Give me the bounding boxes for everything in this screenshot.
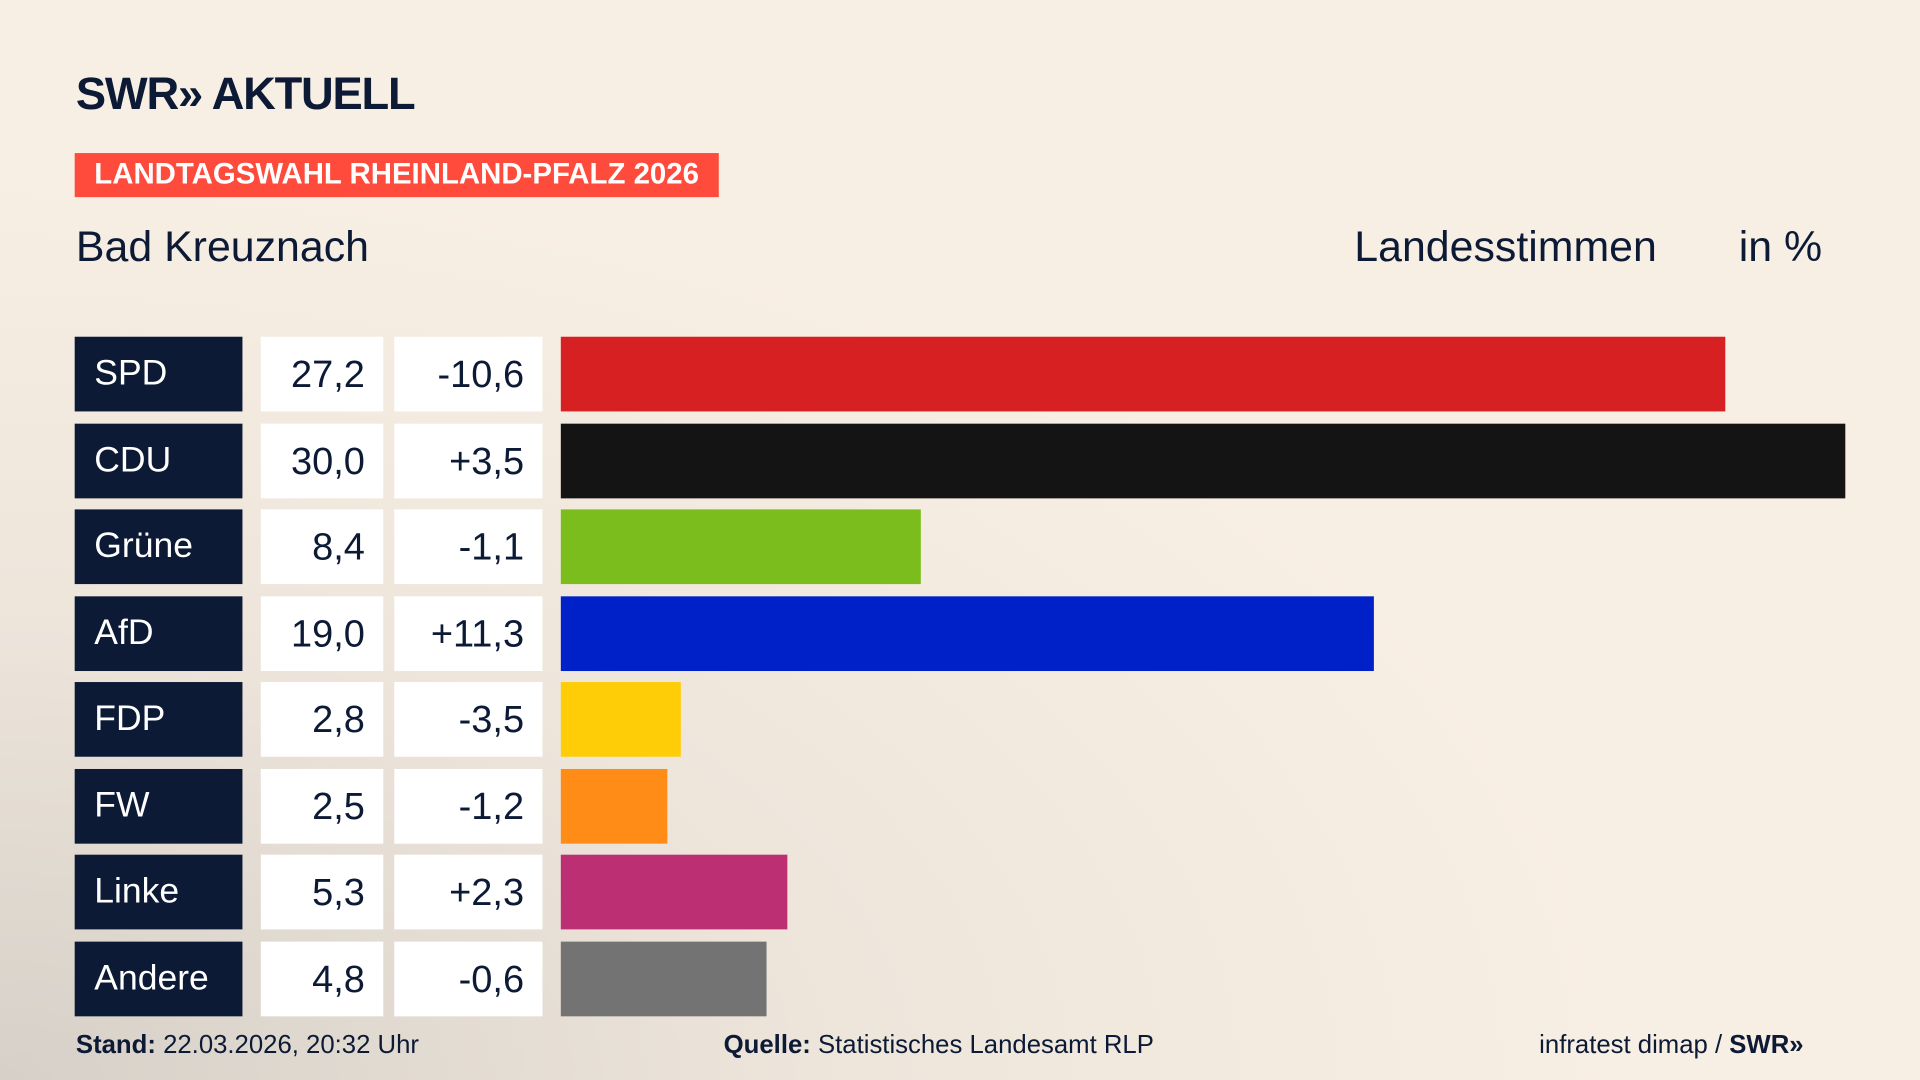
bar-grüne (560, 509, 921, 585)
vote-change: -3,5 (394, 682, 543, 757)
party-name: Grüne (74, 509, 243, 585)
party-row: FW 2,5 -1,2 (0, 768, 1920, 844)
party-name: AfD (74, 595, 243, 671)
vote-share: 2,8 (260, 682, 384, 757)
unit-label: in % (1738, 222, 1823, 271)
swr-logo: SWR» (1729, 1031, 1804, 1060)
vote-change: -10,6 (394, 336, 543, 412)
source: Quelle: Statistisches Landesamt RLP (724, 1031, 1154, 1060)
stand-label: Stand: (75, 1031, 156, 1060)
bar-fw (560, 768, 668, 844)
vote-share: 4,8 (260, 941, 384, 1016)
party-row: AfD 19,0 +11,3 (0, 595, 1920, 671)
party-row: Linke 5,3 +2,3 (0, 854, 1920, 930)
credit: infratest dimap / SWR» (1539, 1031, 1803, 1060)
party-row: Grüne 8,4 -1,1 (0, 509, 1920, 585)
swr-aktuell-logo: SWR» AKTUELL (75, 68, 416, 119)
vote-share: 27,2 (260, 336, 384, 412)
vote-change: -1,2 (394, 768, 543, 844)
party-name: CDU (74, 423, 243, 498)
bar-andere (560, 941, 767, 1016)
vote-share: 8,4 (260, 509, 384, 585)
party-row: Andere 4,8 -0,6 (0, 941, 1920, 1016)
bar-fdp (560, 682, 681, 757)
vote-change: +11,3 (394, 595, 543, 671)
vote-share: 19,0 (260, 595, 384, 671)
credit-text: infratest dimap / (1539, 1031, 1730, 1060)
vote-change: +2,3 (394, 854, 543, 930)
party-row: CDU 30,0 +3,5 (0, 423, 1920, 498)
timestamp: Stand: 22.03.2026, 20:32 Uhr (76, 1031, 419, 1060)
party-row: SPD 27,2 -10,6 (0, 336, 1920, 412)
vote-share: 2,5 (260, 768, 384, 844)
source-value: Statistisches Landesamt RLP (817, 1031, 1154, 1060)
vote-share: 5,3 (260, 854, 384, 930)
party-name: SPD (74, 336, 243, 412)
source-label: Quelle: (723, 1031, 811, 1060)
election-badge: LANDTAGSWAHL RHEINLAND-PFALZ 2026 (74, 153, 719, 198)
bar-afd (560, 595, 1375, 671)
party-name: FDP (74, 682, 243, 757)
bar-cdu (560, 423, 1846, 498)
measure-label: Landesstimmen (1354, 222, 1657, 271)
vote-change: -1,1 (394, 509, 543, 585)
party-name: FW (74, 768, 243, 844)
party-name: Andere (74, 941, 243, 1016)
vote-change: +3,5 (394, 423, 543, 498)
region-title: Bad Kreuznach (75, 222, 369, 271)
stand-value: 22.03.2026, 20:32 Uhr (163, 1031, 419, 1060)
bar-spd (560, 336, 1726, 412)
vote-change: -0,6 (394, 941, 543, 1016)
vote-share: 30,0 (260, 423, 384, 498)
bar-linke (560, 854, 788, 930)
party-name: Linke (74, 854, 243, 930)
party-row: FDP 2,8 -3,5 (0, 682, 1920, 757)
